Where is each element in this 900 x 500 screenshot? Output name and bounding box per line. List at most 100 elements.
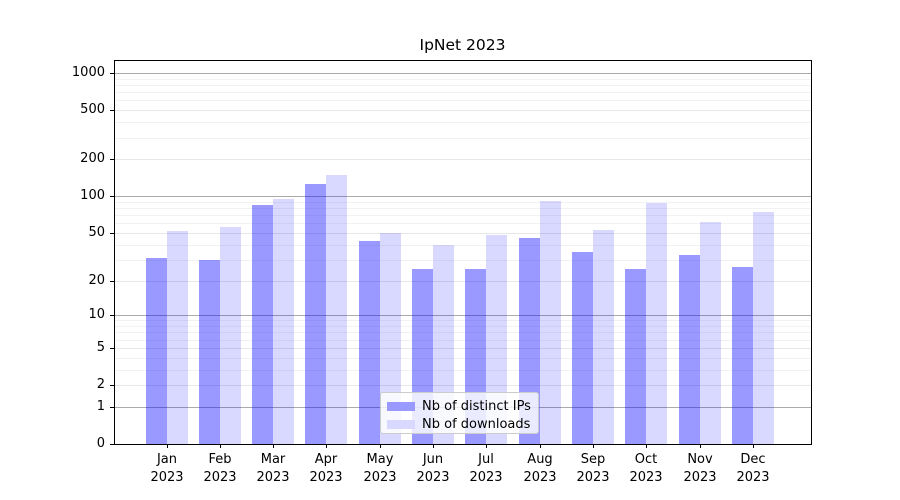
bar-distinct-ips-sep: [572, 251, 593, 444]
x-tick-label: Oct 2023: [616, 451, 676, 486]
y-tick-label: 5: [96, 340, 105, 355]
y-tick-label: 20: [88, 273, 105, 288]
mid-gridline: [115, 159, 811, 160]
bar-distinct-ips-nov: [679, 254, 700, 444]
x-tick-year: 2023: [203, 469, 237, 485]
minor-gridline: [115, 215, 811, 216]
bar-distinct-ips-feb: [199, 259, 220, 444]
y-tick-label: 200: [80, 151, 105, 166]
x-tick-month: Sep: [580, 452, 606, 467]
x-tick-year: 2023: [469, 469, 503, 485]
y-tick-mark: [110, 159, 114, 160]
x-tick-mark: [433, 444, 434, 448]
mid-gridline: [115, 110, 811, 111]
minor-gridline: [115, 100, 811, 101]
x-tick-month: Mar: [260, 452, 286, 467]
major-gridline: [115, 196, 811, 197]
mid-gridline: [115, 281, 811, 282]
minor-gridline: [115, 326, 811, 327]
bar-downloads-nov: [700, 222, 721, 444]
x-tick-label: Jul 2023: [456, 451, 516, 486]
bar-downloads-aug: [540, 200, 561, 444]
legend-swatch-downloads: [387, 420, 415, 429]
y-tick-mark: [110, 315, 114, 316]
x-tick-year: 2023: [576, 469, 610, 485]
bar-distinct-ips-oct: [625, 269, 646, 444]
x-tick-year: 2023: [150, 469, 184, 485]
legend-label-distinct-ips: Nb of distinct IPs: [422, 399, 531, 414]
bar-downloads-may: [380, 232, 401, 444]
minor-gridline: [115, 85, 811, 86]
y-tick-mark: [110, 110, 114, 111]
x-tick-label: Jun 2023: [403, 451, 463, 486]
x-tick-label: Feb 2023: [190, 451, 250, 486]
x-tick-label: Nov 2023: [670, 451, 730, 486]
minor-gridline: [115, 245, 811, 246]
x-tick-month: Jun: [422, 452, 444, 467]
y-tick-mark: [110, 348, 114, 349]
minor-gridline: [115, 260, 811, 261]
x-tick-mark: [326, 444, 327, 448]
x-tick-month: Oct: [634, 452, 658, 467]
y-tick-label: 0: [96, 436, 105, 451]
bar-distinct-ips-mar: [252, 204, 273, 444]
minor-gridline: [115, 208, 811, 209]
minor-gridline: [115, 223, 811, 224]
bar-downloads-oct: [646, 203, 667, 444]
x-tick-mark: [380, 444, 381, 448]
x-tick-label: Apr 2023: [296, 451, 356, 486]
minor-gridline: [115, 370, 811, 371]
y-tick-mark: [110, 73, 114, 74]
x-tick-year: 2023: [309, 469, 343, 485]
x-tick-year: 2023: [683, 469, 717, 485]
x-tick-label: Jan 2023: [137, 451, 197, 486]
bar-distinct-ips-jan: [146, 257, 167, 444]
bar-distinct-ips-apr: [305, 184, 326, 444]
bar-distinct-ips-dec: [732, 267, 753, 444]
y-tick-mark: [110, 233, 114, 234]
x-tick-mark: [486, 444, 487, 448]
major-gridline: [115, 315, 811, 316]
bar-downloads-apr: [326, 174, 347, 444]
y-tick-label: 1000: [71, 65, 105, 80]
y-tick-label: 50: [88, 225, 105, 240]
bar-downloads-sep: [593, 229, 614, 444]
x-tick-mark: [220, 444, 221, 448]
x-tick-label: Dec 2023: [723, 451, 783, 486]
minor-gridline: [115, 79, 811, 80]
minor-gridline: [115, 320, 811, 321]
x-tick-mark: [646, 444, 647, 448]
x-tick-mark: [593, 444, 594, 448]
x-tick-month: Feb: [208, 452, 232, 467]
bar-downloads-jan: [167, 230, 188, 444]
x-tick-mark: [167, 444, 168, 448]
legend: Nb of distinct IPs Nb of downloads: [380, 392, 539, 434]
y-tick-label: 2: [96, 377, 105, 392]
y-tick-mark: [110, 444, 114, 445]
major-gridline: [115, 73, 811, 74]
minor-gridline: [115, 202, 811, 203]
bar-downloads-feb: [220, 226, 241, 444]
x-tick-year: 2023: [523, 469, 557, 485]
minor-gridline: [115, 340, 811, 341]
x-tick-label: May 2023: [350, 451, 410, 486]
y-tick-label: 100: [80, 188, 105, 203]
x-tick-mark: [540, 444, 541, 448]
minor-gridline: [115, 122, 811, 123]
legend-item-downloads: Nb of downloads: [387, 416, 538, 433]
x-tick-month: Aug: [527, 452, 553, 467]
bar-downloads-mar: [273, 198, 294, 444]
y-tick-label: 10: [88, 307, 105, 322]
mid-gridline: [115, 385, 811, 386]
x-tick-year: 2023: [256, 469, 290, 485]
y-tick-mark: [110, 281, 114, 282]
legend-item-distinct-ips: Nb of distinct IPs: [387, 398, 538, 415]
x-tick-label: Mar 2023: [243, 451, 303, 486]
minor-gridline: [115, 92, 811, 93]
x-tick-mark: [700, 444, 701, 448]
bar-downloads-jul: [486, 235, 507, 444]
x-tick-month: Nov: [687, 452, 713, 467]
minor-gridline: [115, 358, 811, 359]
x-tick-month: Apr: [314, 452, 338, 467]
